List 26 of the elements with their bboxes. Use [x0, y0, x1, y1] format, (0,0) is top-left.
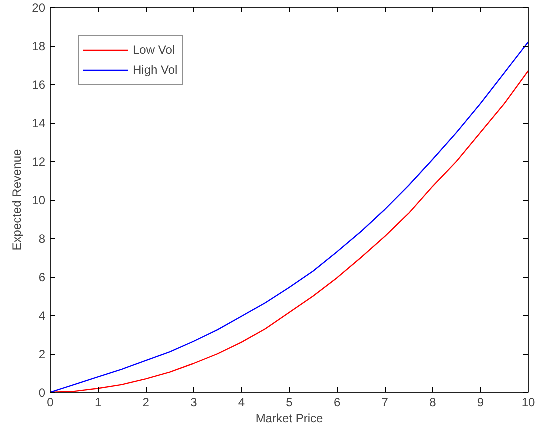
- x-tick-label: 6: [334, 396, 341, 410]
- x-tick-label: 3: [190, 396, 198, 410]
- y-tick-label: 14: [32, 116, 46, 130]
- x-tick-label: 7: [382, 396, 389, 410]
- y-tick-label: 12: [32, 155, 46, 169]
- y-tick-label: 20: [32, 1, 46, 15]
- x-tick-label: 4: [238, 396, 246, 410]
- y-tick-label: 0: [38, 386, 46, 400]
- x-axis-title: Market Price: [256, 412, 324, 426]
- legend-label: Low Vol: [133, 43, 176, 57]
- y-tick-label: 6: [38, 270, 46, 284]
- y-tick-label: 16: [32, 78, 46, 92]
- x-tick-label: 0: [47, 396, 54, 410]
- y-tick-label: 18: [32, 40, 46, 54]
- y-tick-label: 4: [38, 309, 46, 323]
- x-tick-label: 9: [477, 396, 484, 410]
- x-tick-label: 5: [286, 396, 294, 410]
- y-tick-label: 2: [38, 348, 46, 362]
- legend-label: High Vol: [133, 63, 178, 77]
- y-axis-title: Expected Revenue: [10, 148, 24, 251]
- x-tick-label: 1: [94, 396, 102, 410]
- x-tick-label: 2: [142, 396, 150, 410]
- x-tick-label: 10: [522, 396, 536, 410]
- y-tick-label: 8: [38, 232, 46, 246]
- x-tick-label: 8: [430, 396, 437, 410]
- y-tick-label: 10: [32, 194, 46, 208]
